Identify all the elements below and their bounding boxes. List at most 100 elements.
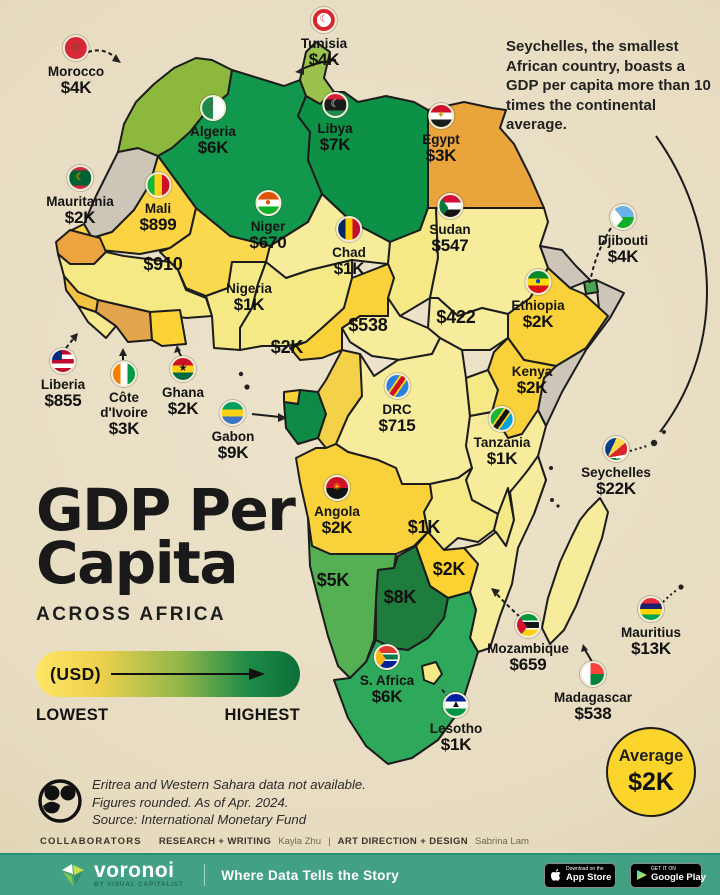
liberia-connector-arrow	[70, 333, 78, 342]
country-name: Libya	[317, 121, 353, 136]
country-value: $4K	[607, 247, 639, 266]
country-label-v5k-namibia: $5K	[316, 570, 350, 590]
country-name: Ethiopia	[511, 298, 565, 313]
country-value: $1K	[440, 735, 472, 754]
voronoi-brand: voronoi BY VISUAL CAPITALIST	[60, 859, 184, 888]
collaborators-row: COLLABORATORS RESEARCH + WRITING Kayla Z…	[40, 836, 529, 847]
mauritius-flag-icon	[637, 596, 664, 622]
art-direction-label: ART DIRECTION + DESIGN	[337, 836, 469, 847]
gabon-flag-icon	[220, 400, 246, 426]
app-store-badge[interactable]: Download on the App Store	[544, 862, 616, 888]
country-label-sudan: Sudan $547	[429, 193, 471, 255]
seychelles-flag-icon	[603, 436, 629, 462]
cotedivoire-flag-icon	[111, 361, 137, 387]
collaborators-heading: COLLABORATORS	[40, 836, 142, 847]
country-name: Madagascar	[553, 690, 633, 705]
research-writing-label: RESEARCH + WRITING	[158, 836, 272, 847]
country-value: $6K	[371, 687, 403, 706]
visual-capitalist-logo	[38, 779, 82, 823]
country-label-liberia: Liberia $855	[41, 348, 85, 410]
tunisia-flag-icon	[310, 7, 337, 33]
map-region-south-sudan	[427, 297, 509, 351]
djibouti-flag-icon	[610, 204, 636, 230]
country-label-v1k-zambia: $1K	[408, 518, 441, 536]
tunisia-connector-arrow	[295, 67, 304, 75]
morocco-connector-arrow	[112, 54, 121, 63]
gabon-connector-line	[251, 413, 281, 418]
country-value: $8K	[383, 587, 417, 607]
country-label-chad: Chad $1K	[332, 216, 366, 278]
country-label-mauritius: Mauritius $13K	[621, 596, 681, 658]
google-play-big-text: Google Play	[651, 872, 706, 884]
country-name: Mauritania	[46, 194, 114, 209]
country-value: $3K	[425, 146, 457, 165]
egypt-flag-icon	[427, 103, 454, 129]
footnotes: Eritrea and Western Sahara data not avai…	[92, 776, 366, 829]
country-label-nigeria: Nigeria $1K	[226, 281, 272, 314]
tanzania-flag-icon	[488, 406, 515, 432]
map-region-ghana	[149, 309, 187, 347]
research-writing-name: Kayla Zhu	[278, 836, 322, 847]
country-name: Kenya	[511, 364, 553, 379]
country-label-ghana: Ghana $2K	[162, 356, 204, 418]
map-region-liberia	[77, 305, 117, 339]
country-name: Nigeria	[226, 281, 272, 296]
country-label-v2k-zimbabwe: $2K	[433, 560, 466, 578]
country-label-egypt: Egypt $3K	[422, 103, 460, 165]
annotation-text: the continental average.	[506, 96, 657, 134]
country-value: $422	[436, 307, 476, 327]
country-name: Niger	[250, 219, 286, 234]
map-region-south-africa	[333, 591, 479, 765]
country-name: Algeria	[190, 124, 236, 139]
country-name: Mozambique	[487, 641, 569, 656]
mauritania-flag-icon	[66, 165, 93, 191]
country-name: Tunisia	[300, 36, 348, 51]
app-store-big-text: App Store	[566, 872, 612, 884]
annotation-text: Seychelles, the smallest African country…	[506, 38, 695, 94]
island-dot	[550, 498, 554, 502]
legend-gradient-pill: (USD)	[36, 651, 300, 697]
footer-divider	[203, 864, 206, 886]
google-play-badge[interactable]: GET IT ON Google Play	[630, 862, 706, 888]
chad-flag-icon	[336, 216, 362, 242]
country-value: $899	[139, 215, 177, 234]
page-title: GDP Per Capita	[36, 476, 296, 597]
annotation-bold-text: 10 times	[506, 77, 711, 114]
mauritius-island-dot	[678, 584, 684, 590]
niger-flag-icon	[255, 190, 281, 216]
country-value: $5K	[316, 570, 350, 590]
title-block: GDP Per Capita ACROSS AFRICA	[36, 476, 296, 626]
country-label-lesotho: Lesotho $1K	[430, 692, 482, 754]
drc-flag-icon	[384, 373, 410, 399]
island-dot	[549, 466, 553, 470]
country-label-algeria: Algeria $6K	[190, 95, 236, 157]
seychelles-island-dot	[662, 430, 666, 434]
voronoi-wordmark: voronoi	[94, 859, 175, 882]
country-value: $9K	[217, 443, 249, 462]
country-name: Gabon	[211, 429, 255, 444]
island-dot	[244, 384, 250, 390]
country-label-morocco: Morocco $4K	[48, 35, 104, 97]
country-name: Morocco	[47, 64, 105, 79]
country-name: Djibouti	[597, 233, 649, 248]
apple-icon	[551, 869, 561, 881]
country-name: Angola	[314, 504, 360, 519]
country-name: Côte d'Ivoire	[100, 390, 148, 420]
country-label-v422: $422	[436, 308, 475, 326]
seychelles-island-dot	[650, 439, 658, 447]
country-label-niger: Niger $670	[249, 190, 287, 252]
mozambique-connector-arrow	[491, 588, 500, 597]
country-value: $2K	[516, 378, 548, 397]
country-label-cotedivoire: Côte d'Ivoire $3K	[95, 361, 153, 438]
country-name: DRC	[382, 402, 412, 417]
country-label-kenya: Kenya $2K	[512, 364, 553, 397]
angola-flag-icon	[324, 475, 350, 501]
seychelles-annotation: Seychelles, the smallest African country…	[506, 37, 716, 135]
map-region-cote-divoire	[95, 299, 153, 343]
country-value: $6K	[197, 138, 229, 157]
country-label-tunisia: Tunisia $4K	[301, 7, 347, 69]
country-label-v910: $910	[143, 255, 182, 273]
footnote-line: Figures rounded. As of Apr. 2024.	[92, 794, 289, 810]
country-name: Egypt	[422, 132, 460, 147]
average-badge: Average $2K	[606, 727, 696, 817]
